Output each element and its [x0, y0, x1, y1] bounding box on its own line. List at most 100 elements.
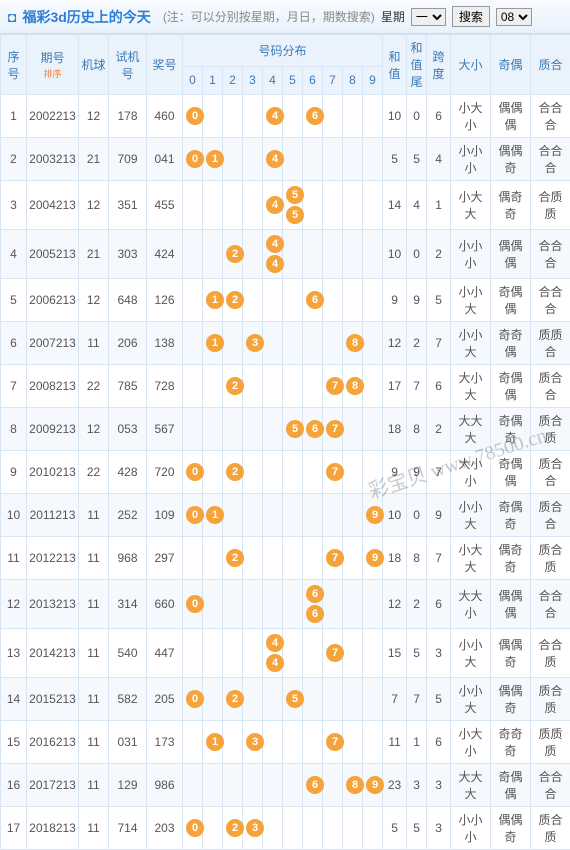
cell-parity: 奇偶偶 [491, 279, 531, 322]
cell-dist-5 [283, 537, 303, 580]
number-ball-icon: 8 [346, 377, 364, 395]
cell-span: 5 [427, 678, 451, 721]
week-select[interactable]: 一 [411, 8, 446, 26]
cell-dist-6 [303, 807, 323, 850]
cell-span: 7 [427, 537, 451, 580]
cell-dist-6: 66 [303, 580, 323, 629]
cell-size: 小大大 [451, 181, 491, 230]
cell-dist-7: 7 [323, 408, 343, 451]
cell-prize: 297 [147, 537, 183, 580]
cell-size: 小大小 [451, 95, 491, 138]
cell-prime: 质合合 [531, 365, 570, 408]
table-row: 72008213227857282781776大小大奇偶偶质合合 [1, 365, 570, 408]
cell-dist-2 [223, 95, 243, 138]
cell-sum: 18 [383, 537, 407, 580]
cell-dist-2: 2 [223, 365, 243, 408]
cell-test: 428 [109, 451, 147, 494]
number-ball-icon: 5 [286, 186, 304, 204]
number-ball-icon: 7 [326, 549, 344, 567]
table-body: 12002213121784600461006小大小偶偶偶合合合22003213… [1, 95, 570, 850]
cell-dist-0: 0 [183, 807, 203, 850]
cell-test: 053 [109, 408, 147, 451]
col-digit-5: 5 [283, 66, 303, 94]
cell-dist-8 [343, 537, 363, 580]
cell-dist-8 [343, 138, 363, 181]
cell-seq: 7 [1, 365, 27, 408]
cell-sumtail: 5 [407, 138, 427, 181]
cell-dist-5: 55 [283, 181, 303, 230]
cell-dist-5 [283, 494, 303, 537]
page-title: 福彩3d历史上的今天 [22, 7, 150, 27]
cell-dist-2 [223, 408, 243, 451]
table-row: 32004213123514554551441小大大偶奇奇合质质 [1, 181, 570, 230]
cell-size: 小小大 [451, 494, 491, 537]
table-row: 42005213213034242441002小小小偶偶偶合合合 [1, 230, 570, 279]
cell-dist-9 [363, 451, 383, 494]
cell-sum: 12 [383, 322, 407, 365]
table-head: 序号 期号排序 机球 试机号 奖号 号码分布 和值 和值尾 跨度 大小 奇偶 质… [1, 35, 570, 95]
cell-prime: 合合合 [531, 230, 570, 279]
cell-prime: 质质合 [531, 322, 570, 365]
col-period[interactable]: 期号排序 [27, 35, 79, 95]
cell-dist-1 [203, 95, 223, 138]
number-ball-icon: 6 [306, 420, 324, 438]
cell-dist-8 [343, 279, 363, 322]
number-ball-icon: 0 [186, 463, 204, 481]
cell-dist-7: 7 [323, 537, 343, 580]
cell-sumtail: 1 [407, 721, 427, 764]
number-ball-icon: 2 [226, 819, 244, 837]
cell-dist-1 [203, 807, 223, 850]
search-button[interactable]: 搜索 [452, 6, 490, 27]
number-ball-icon: 0 [186, 107, 204, 125]
cell-span: 6 [427, 95, 451, 138]
cell-sumtail: 9 [407, 451, 427, 494]
cell-size: 大小大 [451, 365, 491, 408]
col-test: 试机号 [109, 35, 147, 95]
cell-span: 7 [427, 451, 451, 494]
col-digit-8: 8 [343, 66, 363, 94]
number-ball-icon: 6 [306, 585, 324, 603]
number-ball-icon: 9 [366, 549, 384, 567]
col-digit-1: 1 [203, 66, 223, 94]
cell-period: 2010213 [27, 451, 79, 494]
header-bar: ◘ 福彩3d历史上的今天 (注：可以分别按星期，月日，期数搜索) 星期 一 搜索… [0, 0, 570, 34]
cell-dist-2 [223, 721, 243, 764]
cell-span: 3 [427, 807, 451, 850]
cell-dist-0: 0 [183, 138, 203, 181]
cell-sum: 17 [383, 365, 407, 408]
cell-dist-7: 7 [323, 721, 343, 764]
cell-seq: 5 [1, 279, 27, 322]
cell-dist-6 [303, 451, 323, 494]
cell-dist-5: 5 [283, 408, 303, 451]
cell-dist-3 [243, 764, 263, 807]
cell-dist-4 [263, 721, 283, 764]
month-select[interactable]: 08 [496, 8, 532, 26]
number-ball-icon: 7 [326, 420, 344, 438]
cell-dist-2: 2 [223, 230, 243, 279]
cell-machine: 11 [79, 721, 109, 764]
cell-parity: 偶偶奇 [491, 678, 531, 721]
cell-sum: 9 [383, 279, 407, 322]
cell-test: 714 [109, 807, 147, 850]
cell-dist-0 [183, 365, 203, 408]
cell-dist-9 [363, 629, 383, 678]
cell-sum: 10 [383, 230, 407, 279]
cell-prize: 455 [147, 181, 183, 230]
cell-period: 2009213 [27, 408, 79, 451]
number-ball-icon: 7 [326, 463, 344, 481]
cell-sum: 23 [383, 764, 407, 807]
cell-prize: 986 [147, 764, 183, 807]
cell-test: 314 [109, 580, 147, 629]
cell-sumtail: 7 [407, 365, 427, 408]
cell-size: 小小小 [451, 807, 491, 850]
cell-dist-6 [303, 322, 323, 365]
number-ball-icon: 1 [206, 150, 224, 168]
number-ball-icon: 2 [226, 245, 244, 263]
cell-dist-7 [323, 807, 343, 850]
table-row: 112012213119682972791887小大大偶奇奇质合质 [1, 537, 570, 580]
cell-prime: 质质质 [531, 721, 570, 764]
cell-prime: 合合质 [531, 629, 570, 678]
number-ball-icon: 4 [266, 196, 284, 214]
cell-dist-9 [363, 322, 383, 365]
number-ball-icon: 6 [306, 605, 324, 623]
